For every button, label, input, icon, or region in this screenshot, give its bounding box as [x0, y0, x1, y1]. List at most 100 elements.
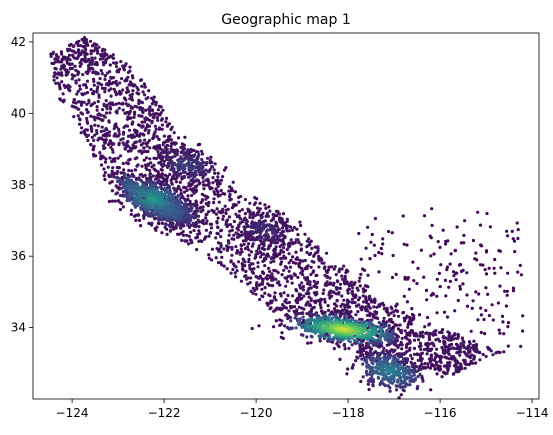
data-point [338, 286, 342, 290]
data-point [375, 305, 379, 309]
data-point [61, 55, 66, 59]
data-point [256, 247, 261, 251]
data-point [471, 361, 475, 365]
data-point [239, 247, 243, 251]
data-point [243, 212, 247, 216]
data-point [180, 175, 184, 179]
data-point [134, 140, 138, 144]
data-point [121, 137, 125, 141]
data-point [521, 314, 525, 318]
data-point [405, 333, 409, 337]
data-point [351, 365, 355, 369]
data-point [130, 122, 134, 126]
data-point [442, 364, 446, 368]
data-point [89, 103, 93, 108]
data-point [190, 240, 194, 245]
data-point [331, 312, 335, 316]
data-point [402, 316, 406, 320]
data-point [122, 96, 127, 100]
data-point [346, 300, 350, 304]
data-point [108, 181, 112, 185]
data-point [458, 287, 462, 291]
data-point [233, 190, 237, 194]
data-point [232, 219, 236, 224]
data-point [243, 227, 247, 232]
data-point [160, 172, 164, 176]
data-point [216, 261, 221, 265]
data-point [146, 163, 150, 167]
data-point [387, 324, 391, 328]
data-point [340, 267, 344, 271]
data-point [109, 107, 113, 111]
data-point [201, 176, 205, 180]
data-point [344, 315, 348, 319]
data-point [158, 192, 162, 196]
data-point [253, 238, 257, 242]
data-point [394, 358, 398, 362]
data-point [488, 225, 492, 229]
data-point [299, 266, 304, 270]
data-point [63, 68, 67, 72]
data-point [469, 329, 473, 333]
data-point [505, 229, 509, 233]
data-point [171, 149, 175, 153]
data-point [441, 348, 445, 352]
data-point [332, 267, 336, 271]
data-point [346, 291, 350, 295]
data-point [381, 237, 385, 241]
data-point [93, 133, 97, 137]
data-point [95, 47, 99, 52]
data-point [187, 158, 191, 162]
data-point [262, 227, 266, 231]
data-point [303, 326, 307, 330]
data-point [173, 154, 177, 158]
data-point [139, 207, 143, 211]
data-point [70, 104, 74, 108]
data-point [168, 211, 172, 215]
data-point [192, 228, 196, 233]
data-point [148, 168, 152, 173]
data-point [440, 375, 444, 379]
data-point [266, 214, 270, 218]
data-point [162, 134, 166, 138]
data-point [396, 354, 400, 358]
data-point [361, 294, 365, 298]
data-point [418, 341, 422, 345]
data-point [358, 296, 362, 300]
data-point [325, 280, 329, 284]
data-point [320, 309, 324, 313]
data-point [294, 238, 298, 242]
data-point [399, 331, 404, 335]
data-point [248, 201, 252, 205]
data-point [255, 230, 259, 234]
data-point [371, 341, 375, 345]
data-point [326, 308, 331, 312]
data-point [405, 314, 409, 318]
data-point [372, 324, 376, 328]
data-point [137, 114, 141, 118]
data-point [325, 275, 329, 279]
data-point [351, 335, 355, 339]
data-point [183, 135, 187, 139]
data-point [308, 243, 312, 247]
data-point [135, 195, 139, 199]
data-point [216, 184, 220, 188]
data-point [161, 215, 165, 219]
data-point [337, 345, 341, 349]
data-point [390, 374, 394, 378]
data-point [89, 39, 93, 43]
data-point [92, 79, 96, 83]
data-point [518, 263, 522, 267]
data-point [246, 245, 250, 249]
data-point [372, 305, 376, 309]
data-point [142, 158, 146, 162]
data-point [153, 184, 157, 188]
data-point [484, 308, 488, 313]
data-point [70, 77, 74, 81]
data-point [423, 362, 427, 366]
data-point [86, 90, 90, 95]
data-point [390, 275, 395, 280]
data-point [156, 118, 160, 122]
data-point [214, 179, 218, 183]
data-point [133, 186, 137, 190]
